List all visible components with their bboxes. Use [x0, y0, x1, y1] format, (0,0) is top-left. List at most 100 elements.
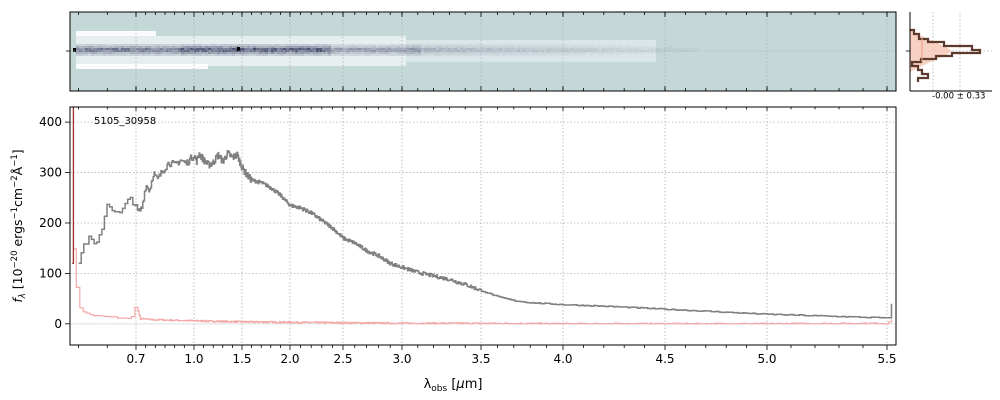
trace-pixel: [592, 46, 595, 48]
trace-pixel: [289, 46, 292, 48]
trace-pixel: [304, 48, 307, 50]
trace-pixel: [421, 48, 424, 50]
y-tick-label: 200: [39, 216, 62, 230]
trace-pixel: [424, 54, 427, 56]
trace-pixel: [205, 44, 208, 46]
trace-pixel: [514, 48, 517, 50]
trace-pixel: [274, 44, 277, 46]
trace-pixel: [655, 50, 658, 52]
trace-pixel: [517, 52, 520, 54]
trace-pixel: [505, 52, 508, 54]
trace-pixel: [610, 52, 613, 54]
trace-pixel: [187, 48, 190, 50]
trace-pixel: [412, 52, 415, 54]
trace-pixel: [106, 54, 109, 56]
trace-pixel: [244, 46, 247, 48]
trace-pixel: [583, 54, 586, 56]
trace-pixel: [436, 52, 439, 54]
trace-pixel: [469, 44, 472, 46]
trace-pixel: [511, 52, 514, 54]
trace-pixel: [430, 52, 433, 54]
trace-pixel: [619, 48, 622, 50]
trace-pixel: [481, 52, 484, 54]
trace-pixel: [460, 54, 463, 56]
trace-pixel: [127, 50, 130, 52]
trace-pixel: [466, 54, 469, 56]
trace-pixel: [277, 44, 280, 46]
trace-pixel: [439, 48, 442, 50]
trace-pixel: [154, 46, 157, 48]
trace-pixel: [577, 52, 580, 54]
trace-pixel: [646, 48, 649, 50]
trace-pixel: [409, 46, 412, 48]
trace-pixel: [121, 54, 124, 56]
trace-pixel: [229, 46, 232, 48]
trace-pixel: [190, 48, 193, 50]
trace-pixel: [472, 48, 475, 50]
trace-pixel: [160, 54, 163, 56]
trace-pixel: [361, 44, 364, 46]
trace-pixel: [340, 46, 343, 48]
trace-pixel: [295, 52, 298, 54]
trace-pixel: [457, 44, 460, 46]
trace-pixel: [601, 52, 604, 54]
trace-pixel: [307, 44, 310, 46]
trace-pixel: [433, 54, 436, 56]
trace-pixel: [586, 52, 589, 54]
spectrum-grid: [70, 107, 896, 345]
trace-pixel: [394, 48, 397, 50]
trace-pixel: [505, 48, 508, 50]
trace-pixel: [82, 46, 85, 48]
twod-top-edge: [76, 31, 156, 36]
trace-pixel: [472, 54, 475, 56]
trace-pixel: [415, 54, 418, 56]
trace-pixel: [643, 52, 646, 54]
trace-pixel: [655, 52, 658, 54]
trace-pixel: [235, 54, 238, 56]
trace-pixel: [79, 44, 82, 46]
trace-pixel: [322, 48, 325, 50]
trace-pixel: [523, 54, 526, 56]
trace-pixel: [529, 52, 532, 54]
trace-pixel: [481, 44, 484, 46]
trace-pixel: [331, 52, 334, 54]
trace-pixel: [304, 46, 307, 48]
trace-pixel: [88, 48, 91, 50]
trace-pixel: [577, 54, 580, 56]
trace-pixel: [259, 54, 262, 56]
trace-pixel: [94, 48, 97, 50]
trace-pixel: [85, 44, 88, 46]
trace-pixel: [520, 54, 523, 56]
trace-pixel: [247, 48, 250, 50]
profile-line: [910, 28, 982, 82]
trace-pixel: [553, 46, 556, 48]
trace-pixel: [565, 48, 568, 50]
trace-pixel: [463, 52, 466, 54]
trace-pixel: [640, 46, 643, 48]
trace-pixel: [97, 52, 100, 54]
trace-pixel: [526, 44, 529, 46]
trace-pixel: [502, 50, 505, 52]
trace-pixel: [256, 48, 259, 50]
trace-pixel: [157, 54, 160, 56]
trace-pixel: [523, 50, 526, 52]
trace-pixel: [106, 48, 109, 50]
trace-pixel: [385, 44, 388, 46]
trace-pixel: [637, 46, 640, 48]
trace-pixel: [388, 54, 391, 56]
trace-pixel: [553, 54, 556, 56]
trace-pixel: [550, 48, 553, 50]
trace-pixel: [481, 46, 484, 48]
trace-pixel: [337, 48, 340, 50]
trace-pixel: [355, 48, 358, 50]
trace-pixel: [679, 46, 682, 48]
trace-pixel: [613, 44, 616, 46]
trace-pixel: [526, 52, 529, 54]
trace-pixel: [646, 52, 649, 54]
trace-pixel: [133, 44, 136, 46]
trace-pixel: [403, 46, 406, 48]
trace-pixel: [166, 44, 169, 46]
trace-pixel: [598, 44, 601, 46]
trace-pixel: [604, 44, 607, 46]
trace-start-pixel: [73, 48, 76, 52]
